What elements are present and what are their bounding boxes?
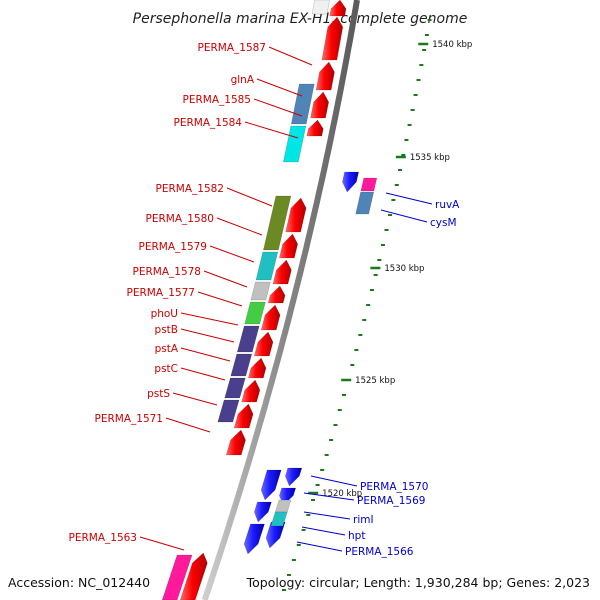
forward-gene-label[interactable]: glnA — [231, 74, 255, 86]
forward-gene-arrow[interactable] — [306, 119, 324, 137]
reverse-gene-label[interactable]: PERMA_1569 — [357, 495, 425, 507]
forward-gene-label[interactable]: PERMA_1580 — [146, 213, 214, 225]
label-leader-line — [385, 192, 433, 205]
label-leader-line — [180, 367, 226, 381]
accession-text: Accession: NC_012440 — [8, 575, 150, 590]
cog-feature-block[interactable] — [270, 511, 288, 527]
scale-label: 1520 kbp — [322, 489, 362, 499]
genome-summary-text: Topology: circular; Length: 1,930,284 bp… — [246, 575, 590, 590]
forward-gene-arrow[interactable] — [310, 91, 329, 119]
forward-gene-arrow[interactable] — [329, 0, 347, 17]
label-leader-line — [180, 328, 235, 343]
forward-gene-label[interactable]: PERMA_1584 — [174, 117, 243, 129]
forward-gene-label[interactable]: pstA — [155, 343, 179, 355]
cog-feature-block[interactable] — [250, 281, 271, 301]
scale-label: 1540 kbp — [432, 40, 472, 50]
reverse-gene-label[interactable]: PERMA_1566 — [345, 546, 414, 558]
label-leader-line — [180, 312, 239, 326]
label-leader-line — [380, 209, 428, 223]
forward-gene-label[interactable]: PERMA_1582 — [156, 183, 224, 195]
label-leader-line — [203, 270, 248, 288]
forward-gene-arrow[interactable] — [260, 304, 281, 331]
label-leader-line — [256, 78, 303, 97]
label-leader-line — [268, 46, 313, 66]
reverse-strand-track — [243, 171, 378, 555]
forward-gene-label[interactable]: PERMA_1585 — [183, 94, 251, 106]
label-leader-line — [253, 98, 303, 117]
reverse-gene-label[interactable]: hpt — [348, 530, 365, 542]
cog-feature-block[interactable] — [224, 377, 246, 399]
reverse-gene-label[interactable]: rimI — [353, 514, 374, 526]
forward-gene-arrow[interactable] — [241, 379, 261, 403]
label-leader-line — [197, 291, 243, 307]
cog-feature-block[interactable] — [274, 499, 292, 513]
forward-gene-arrow[interactable] — [315, 61, 335, 91]
label-leader-line — [303, 511, 351, 520]
cog-feature-block[interactable] — [161, 554, 193, 600]
forward-gene-arrow[interactable] — [179, 552, 208, 600]
scale-label: 1535 kbp — [410, 153, 450, 163]
cog-feature-block[interactable] — [263, 195, 292, 251]
cog-feature-block[interactable] — [230, 353, 253, 377]
label-leader-line — [301, 526, 346, 536]
scale-ticks: 1540 kbp 1535 kbp 1530 kbp 1525 kbp 1520 kbp — [281, 19, 472, 591]
reverse-gene-arrow[interactable] — [243, 523, 265, 555]
cog-feature-block[interactable] — [244, 301, 266, 325]
forward-gene-arrow[interactable] — [267, 285, 286, 304]
reverse-gene-label[interactable]: PERMA_1570 — [360, 481, 428, 493]
forward-gene-label[interactable]: PERMA_1563 — [69, 532, 137, 544]
forward-gene-label[interactable]: PERMA_1579 — [139, 241, 207, 253]
cog-feature-block[interactable] — [217, 399, 240, 423]
label-leader-line — [226, 187, 273, 207]
cog-feature-track — [161, 0, 330, 600]
forward-gene-label[interactable]: PERMA_1587 — [198, 42, 266, 54]
cog-feature-block[interactable] — [236, 325, 260, 353]
scale-label: 1525 kbp — [355, 376, 395, 386]
scale-label: 1530 kbp — [384, 264, 424, 274]
forward-gene-label[interactable]: pstS — [147, 388, 170, 400]
forward-gene-label[interactable]: PERMA_1578 — [133, 266, 201, 278]
forward-gene-label[interactable]: PERMA_1577 — [127, 287, 195, 299]
cog-feature-block[interactable] — [360, 177, 378, 192]
forward-gene-label[interactable]: pstC — [154, 363, 178, 375]
forward-gene-arrow[interactable] — [272, 259, 292, 285]
label-leader-line — [180, 347, 231, 362]
reverse-gene-label[interactable]: ruvA — [435, 199, 460, 211]
forward-gene-label[interactable]: PERMA_1571 — [95, 413, 163, 425]
label-leader-line — [296, 541, 343, 552]
reverse-gene-arrow[interactable] — [260, 469, 282, 501]
label-leader-line — [216, 217, 263, 236]
genome-backbone — [201, 0, 360, 600]
forward-gene-label[interactable]: phoU — [151, 308, 178, 320]
forward-gene-arrow[interactable] — [225, 429, 246, 456]
forward-gene-arrow[interactable] — [321, 16, 344, 61]
gene-labels: PERMA_1587 glnA PERMA_1585 PERMA_1584 PERMA_… — [69, 42, 461, 558]
label-leader-line — [209, 245, 255, 263]
label-leader-line — [165, 417, 211, 433]
cog-feature-block[interactable] — [255, 251, 279, 281]
forward-gene-arrow[interactable] — [253, 331, 274, 357]
forward-gene-arrow[interactable] — [247, 357, 267, 379]
label-leader-line — [139, 536, 185, 551]
label-leader-line — [172, 392, 218, 406]
reverse-gene-arrow[interactable] — [285, 467, 303, 487]
label-leader-line — [244, 121, 299, 139]
cog-feature-block[interactable] — [355, 191, 375, 215]
label-leader-line — [310, 475, 358, 487]
forward-strand-track — [179, 0, 347, 600]
reverse-gene-arrow[interactable] — [254, 501, 272, 523]
cog-feature-block[interactable] — [282, 125, 307, 163]
forward-gene-arrow[interactable] — [233, 403, 254, 429]
forward-gene-arrow[interactable] — [285, 197, 307, 233]
cog-feature-block[interactable] — [311, 0, 330, 15]
forward-gene-label[interactable]: pstB — [155, 324, 178, 336]
map-title: Persephonella marina EX-H1, complete gen… — [133, 11, 468, 27]
reverse-gene-label[interactable]: cysM — [430, 217, 457, 229]
label-leader-line — [303, 492, 355, 501]
reverse-gene-arrow[interactable] — [342, 171, 359, 193]
forward-gene-arrow[interactable] — [278, 233, 298, 259]
